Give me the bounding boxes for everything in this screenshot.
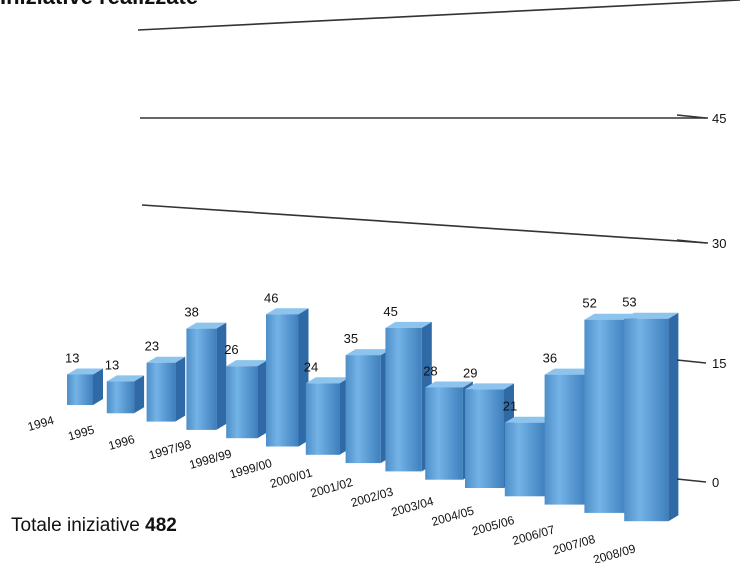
bar	[584, 319, 628, 513]
bar	[67, 374, 93, 405]
y-tick-mark	[676, 359, 707, 364]
bar-top	[504, 416, 556, 423]
total-initiatives: Totale iniziative 482	[11, 515, 177, 537]
y-tick-mark	[676, 239, 707, 244]
category-label: 2002/03	[349, 484, 395, 510]
bar-side	[668, 312, 679, 522]
data-label: 35	[344, 331, 358, 346]
category-label: 2006/07	[511, 522, 557, 548]
grid-lines	[137, 0, 741, 244]
total-value: 482	[145, 515, 177, 536]
bar	[624, 318, 669, 522]
bar	[504, 422, 546, 497]
category-label: 1997/98	[147, 437, 193, 463]
bar	[266, 314, 299, 447]
data-label: 21	[503, 399, 517, 414]
data-label: 13	[65, 350, 79, 365]
total-label: Totale iniziative	[11, 515, 140, 536]
bar-side	[134, 375, 145, 414]
category-label: 1995	[66, 422, 96, 443]
bar-top	[624, 312, 679, 319]
data-label: 45	[383, 304, 397, 319]
data-label: 26	[224, 342, 238, 357]
grid-line	[141, 204, 709, 244]
y-axis-ticks: 0 15 30 45	[676, 111, 726, 490]
data-label: 36	[543, 351, 557, 366]
bar	[146, 362, 176, 422]
y-tick-mark	[676, 478, 707, 483]
bar-side	[216, 322, 227, 430]
data-label: 38	[184, 305, 198, 320]
bar-top	[345, 349, 391, 356]
bar	[345, 355, 381, 464]
bar	[106, 381, 135, 414]
data-label: 52	[582, 296, 596, 311]
category-label: 2005/06	[470, 513, 516, 539]
bar-side	[93, 368, 103, 405]
bar-top	[584, 313, 638, 320]
bar-top	[106, 375, 145, 382]
value-labels: 13 13 23 38 26 46 24 35 45 28 29 21 36 52 53	[65, 290, 637, 413]
bar	[186, 328, 217, 430]
bar-top	[146, 356, 186, 363]
grid-line	[137, 0, 741, 31]
category-label: 1998/99	[188, 446, 234, 472]
bar-top	[425, 381, 473, 388]
data-label: 13	[105, 357, 119, 372]
data-label: 29	[463, 365, 477, 380]
bar	[425, 387, 463, 480]
category-label: 2003/04	[390, 494, 436, 520]
chart-title: Iniziative realizzate	[0, 0, 198, 9]
bar-top	[385, 321, 432, 328]
bar-top	[544, 368, 597, 375]
bar-top	[465, 383, 514, 390]
data-label: 24	[304, 359, 318, 374]
bar	[305, 383, 340, 455]
category-label: 2007/08	[551, 532, 597, 558]
data-label: 23	[145, 339, 159, 354]
bar-top	[67, 368, 103, 375]
bar-top	[305, 377, 350, 384]
bar	[385, 327, 422, 472]
data-label: 46	[264, 290, 278, 305]
bar	[544, 374, 587, 505]
y-tick-label: 15	[712, 356, 726, 371]
category-label: 1994	[26, 413, 56, 434]
bar-top	[186, 322, 227, 329]
bars	[67, 308, 679, 522]
data-label: 28	[423, 363, 437, 378]
category-label: 1999/00	[228, 456, 274, 482]
bar	[226, 366, 258, 439]
bar-top	[266, 308, 309, 315]
category-label: 2008/09	[592, 541, 638, 563]
category-label: 1996	[107, 432, 137, 453]
bar-side	[175, 356, 186, 422]
data-label: 53	[622, 295, 636, 310]
y-tick-label: 30	[712, 236, 726, 251]
category-label: 2000/01	[268, 465, 314, 491]
bar	[465, 389, 504, 488]
y-tick-label: 0	[712, 475, 719, 490]
y-tick-label: 45	[712, 111, 726, 126]
category-label: 2001/02	[309, 475, 355, 501]
y-tick-mark	[676, 114, 707, 119]
bar-top	[226, 360, 268, 367]
category-label: 2004/05	[430, 503, 476, 529]
bar-side	[257, 360, 268, 439]
